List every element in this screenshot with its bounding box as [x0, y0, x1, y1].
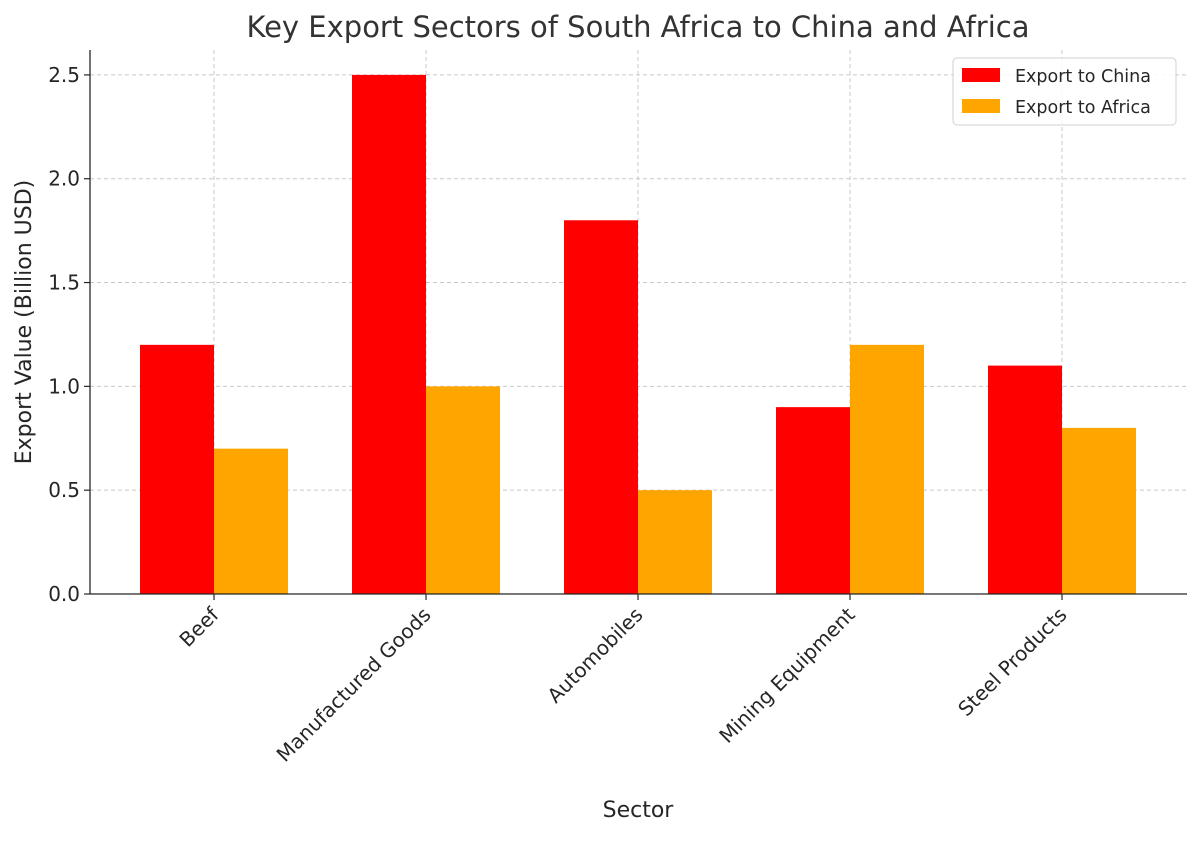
bar-china	[988, 365, 1062, 594]
bar-china	[140, 344, 214, 594]
bar-china	[776, 407, 850, 594]
bar-china	[352, 74, 426, 595]
x-tick-label: Beef	[174, 602, 224, 652]
y-tick-label: 1.0	[48, 374, 80, 398]
bar-china	[564, 220, 638, 595]
x-tick-label: Manufactured Goods	[272, 603, 436, 767]
legend: Export to China Export to Africa	[952, 57, 1177, 126]
legend-label-china: Export to China	[1015, 67, 1151, 87]
bar-africa	[1062, 427, 1136, 594]
chart-title: Key Export Sectors of South Africa to Ch…	[247, 10, 1030, 44]
y-tick-label: 0.0	[48, 582, 80, 606]
legend-swatch-china	[962, 68, 1000, 82]
y-tick-label: 1.5	[48, 271, 80, 295]
legend-swatch-africa	[962, 99, 1000, 113]
y-tick-label: 0.5	[48, 478, 80, 502]
legend-label-africa: Export to Africa	[1015, 98, 1151, 118]
y-axis-label: Export Value (Billion USD)	[12, 180, 37, 465]
bars	[140, 74, 1136, 595]
x-tick-label: Mining Equipment	[714, 602, 859, 747]
bar-africa	[426, 386, 500, 594]
x-axis-label: Sector	[603, 798, 675, 823]
legend-frame	[952, 57, 1177, 126]
axes	[84, 50, 1187, 600]
bar-africa	[638, 490, 712, 594]
x-tick-label: Steel Products	[953, 603, 1071, 721]
bar-africa	[850, 344, 924, 594]
x-tick-label: Automobiles	[542, 603, 647, 708]
bar-africa	[214, 448, 288, 594]
y-tick-label: 2.5	[48, 63, 80, 87]
y-tick-label: 2.0	[48, 167, 80, 191]
